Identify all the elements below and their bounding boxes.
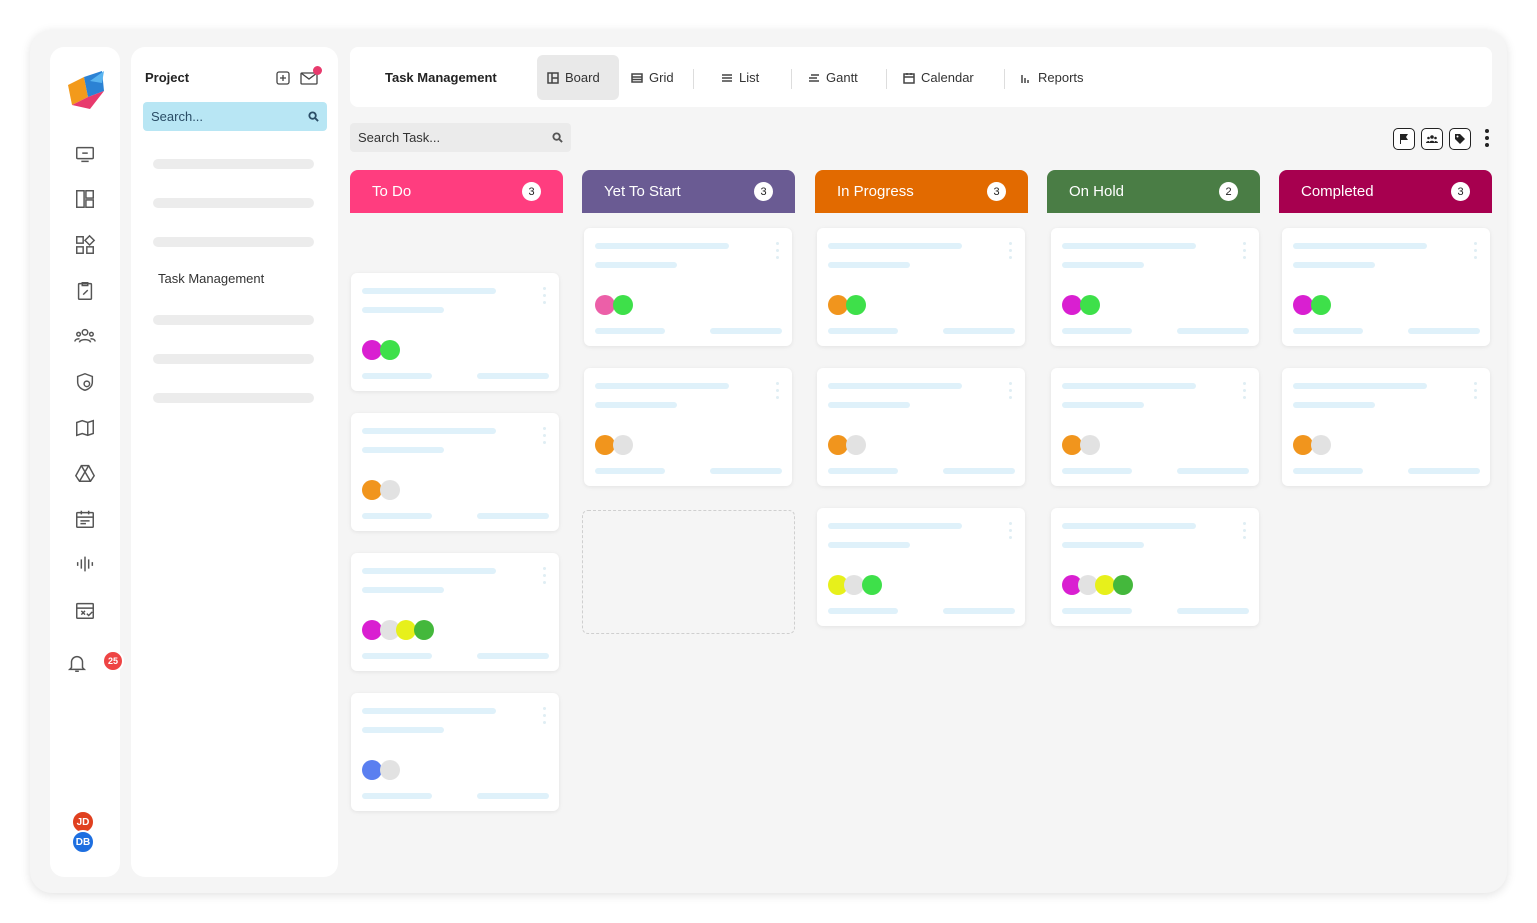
task-search-placeholder: Search Task...: [358, 130, 441, 145]
dashboard-icon[interactable]: [72, 141, 98, 167]
clipboard-edit-icon[interactable]: [72, 278, 98, 304]
shield-clock-icon[interactable]: [72, 369, 98, 395]
card-menu-icon[interactable]: [543, 567, 547, 588]
notification-badge: 25: [102, 650, 124, 672]
card-menu-icon[interactable]: [1009, 522, 1013, 543]
grid-icon: [631, 72, 643, 83]
tab-board[interactable]: Board: [537, 55, 619, 100]
column-header-in-progress[interactable]: In Progress 3: [815, 170, 1028, 213]
task-card[interactable]: [817, 508, 1025, 626]
tab-calendar[interactable]: Calendar: [893, 55, 984, 100]
tab-reports[interactable]: Reports: [1010, 55, 1094, 100]
project-placeholder: [153, 159, 314, 169]
task-card[interactable]: [351, 273, 559, 391]
project-search-input[interactable]: Search...: [143, 102, 327, 131]
view-tabs-bar: Task Management Board Grid List Gantt Ca…: [350, 47, 1492, 107]
search-icon: [552, 132, 563, 143]
card-menu-icon[interactable]: [543, 707, 547, 728]
page-title: Task Management: [385, 70, 497, 85]
project-placeholder: [153, 393, 314, 403]
project-placeholder: [153, 354, 314, 364]
task-card[interactable]: [351, 553, 559, 671]
app-window: 25 JD DB Project Search... Task Manageme…: [30, 30, 1507, 893]
task-search-input[interactable]: Search Task...: [350, 123, 571, 152]
mail-icon[interactable]: [299, 69, 319, 87]
project-title: Project: [145, 70, 190, 85]
task-card[interactable]: [1051, 368, 1259, 486]
flag-icon: [1400, 134, 1408, 144]
reports-icon: [1021, 74, 1029, 83]
task-card[interactable]: [1051, 508, 1259, 626]
members-filter-button[interactable]: [1421, 128, 1443, 150]
bell-icon[interactable]: [64, 650, 90, 676]
tag-filter-button[interactable]: [1449, 128, 1471, 150]
flag-filter-button[interactable]: [1393, 128, 1415, 150]
task-card[interactable]: [817, 368, 1025, 486]
icon-rail: 25 JD DB: [50, 47, 124, 877]
task-card[interactable]: [584, 368, 792, 486]
card-menu-icon[interactable]: [1243, 382, 1247, 403]
tab-grid[interactable]: Grid: [621, 55, 684, 100]
search-icon: [308, 111, 319, 122]
team-icon: [1426, 135, 1438, 143]
task-card[interactable]: [584, 228, 792, 346]
task-card[interactable]: [1282, 228, 1490, 346]
mail-notification-dot: [313, 66, 322, 75]
task-card[interactable]: [817, 228, 1025, 346]
column-header-on-hold[interactable]: On Hold 2: [1047, 170, 1260, 213]
column-header-completed[interactable]: Completed 3: [1279, 170, 1492, 213]
card-drop-zone[interactable]: [582, 510, 795, 634]
card-menu-icon[interactable]: [1243, 242, 1247, 263]
column-header-to-do[interactable]: To Do 3: [350, 170, 563, 213]
tag-icon: [1455, 134, 1465, 144]
task-card[interactable]: [351, 693, 559, 811]
add-project-icon[interactable]: [275, 70, 291, 86]
task-card[interactable]: [1051, 228, 1259, 346]
book-icon[interactable]: [72, 415, 98, 441]
layout-icon[interactable]: [72, 186, 98, 212]
project-panel: Project Search... Task Management: [131, 47, 338, 877]
divider: [791, 69, 792, 89]
card-menu-icon[interactable]: [543, 287, 547, 308]
avatar[interactable]: DB: [71, 830, 95, 854]
card-menu-icon[interactable]: [1243, 522, 1247, 543]
card-menu-icon[interactable]: [543, 427, 547, 448]
count-badge: 3: [987, 182, 1006, 201]
widgets-icon[interactable]: [72, 232, 98, 258]
tab-list[interactable]: List: [711, 55, 769, 100]
board-icon: [547, 71, 559, 84]
count-badge: 2: [1219, 182, 1238, 201]
count-badge: 3: [522, 182, 541, 201]
card-menu-icon[interactable]: [1474, 242, 1478, 263]
tab-gantt[interactable]: Gantt: [798, 55, 868, 100]
project-item-task-management[interactable]: Task Management: [158, 271, 265, 286]
divider: [1004, 69, 1005, 89]
task-card[interactable]: [351, 413, 559, 531]
calendar-list-icon[interactable]: [72, 506, 98, 532]
drive-icon[interactable]: [72, 460, 98, 486]
calendar-check-icon[interactable]: [72, 597, 98, 623]
count-badge: 3: [754, 182, 773, 201]
search-placeholder: Search...: [151, 109, 204, 124]
gantt-icon: [809, 73, 819, 82]
card-menu-icon[interactable]: [1009, 382, 1013, 403]
card-menu-icon[interactable]: [776, 382, 780, 403]
team-icon[interactable]: [72, 323, 98, 349]
project-placeholder: [153, 198, 314, 208]
task-card[interactable]: [1282, 368, 1490, 486]
calendar-icon: [903, 72, 915, 84]
card-menu-icon[interactable]: [1474, 382, 1478, 403]
project-placeholder: [153, 237, 314, 247]
project-placeholder: [153, 315, 314, 325]
count-badge: 3: [1451, 182, 1470, 201]
column-header-yet-to-start[interactable]: Yet To Start 3: [582, 170, 795, 213]
divider: [886, 69, 887, 89]
divider: [693, 69, 694, 89]
audio-wave-icon[interactable]: [72, 551, 98, 577]
card-menu-icon[interactable]: [776, 242, 780, 263]
app-logo[interactable]: [62, 67, 108, 113]
card-menu-icon[interactable]: [1009, 242, 1013, 263]
more-options-icon[interactable]: [1484, 129, 1490, 151]
list-icon: [722, 73, 732, 82]
